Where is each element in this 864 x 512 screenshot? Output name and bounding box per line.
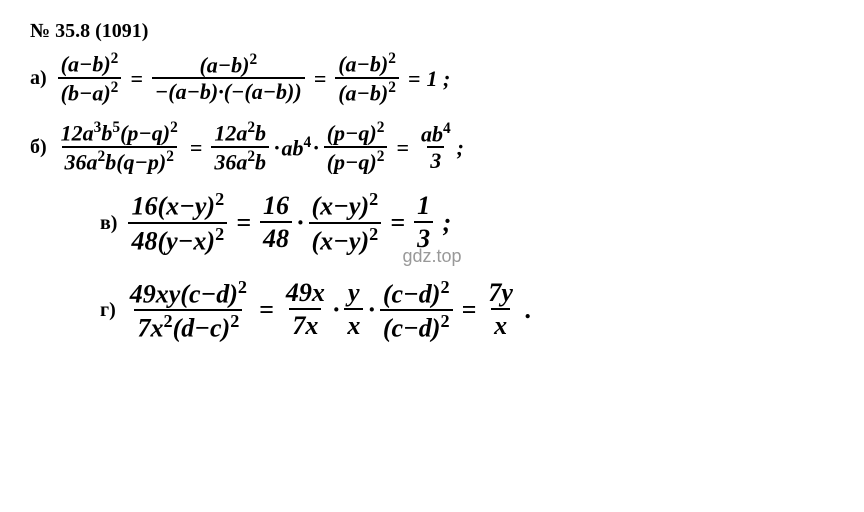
frac-v1: 16(x−y)2 48(y−x)2: [128, 189, 227, 256]
result-v: 1 3: [414, 192, 433, 254]
equation-a: а) (a−b)2 (b−a)2 = (a−b)2 −(a−b)·(−(a−b)…: [30, 51, 834, 106]
frac-g2: 49x 7x: [283, 279, 328, 341]
frac-a2: (a−b)2 −(a−b)·(−(a−b)): [152, 52, 305, 106]
frac-b2: 12a2b 36a2b: [211, 120, 269, 175]
problem-number: № 35.8 (1091): [30, 20, 834, 43]
result-a: 1 ;: [426, 66, 450, 92]
frac-a3: (a−b)2 (a−b)2: [335, 51, 399, 106]
frac-v3: (x−y)2 (x−y)2: [309, 189, 382, 256]
frac-v2: 16 48: [260, 192, 292, 254]
equation-b: б) 12a3b5(p−q)2 36a2b(q−p)2 = 12a2b 36a2…: [30, 120, 834, 175]
label-a: а): [30, 67, 47, 90]
equation-v: в) 16(x−y)2 48(y−x)2 = 16 48 · (x−y)2 (x…: [100, 189, 834, 256]
result-b: ab4 3: [418, 121, 454, 175]
frac-g1: 49xy(c−d)2 7x2(d−c)2: [127, 277, 250, 344]
frac-b1: 12a3b5(p−q)2 36a2b(q−p)2: [58, 120, 181, 175]
equation-g: г) 49xy(c−d)2 7x2(d−c)2 = 49x 7x · y x ·…: [100, 277, 834, 344]
frac-g4: (c−d)2 (c−d)2: [380, 277, 453, 344]
frac-a1: (a−b)2 (b−a)2: [58, 51, 122, 106]
frac-g3: y x: [344, 279, 363, 341]
label-b: б): [30, 136, 47, 159]
frac-b3: (p−q)2 (p−q)2: [324, 120, 388, 175]
label-g: г): [100, 299, 116, 322]
label-v: в): [100, 212, 117, 235]
result-g: 7y x: [485, 279, 516, 341]
